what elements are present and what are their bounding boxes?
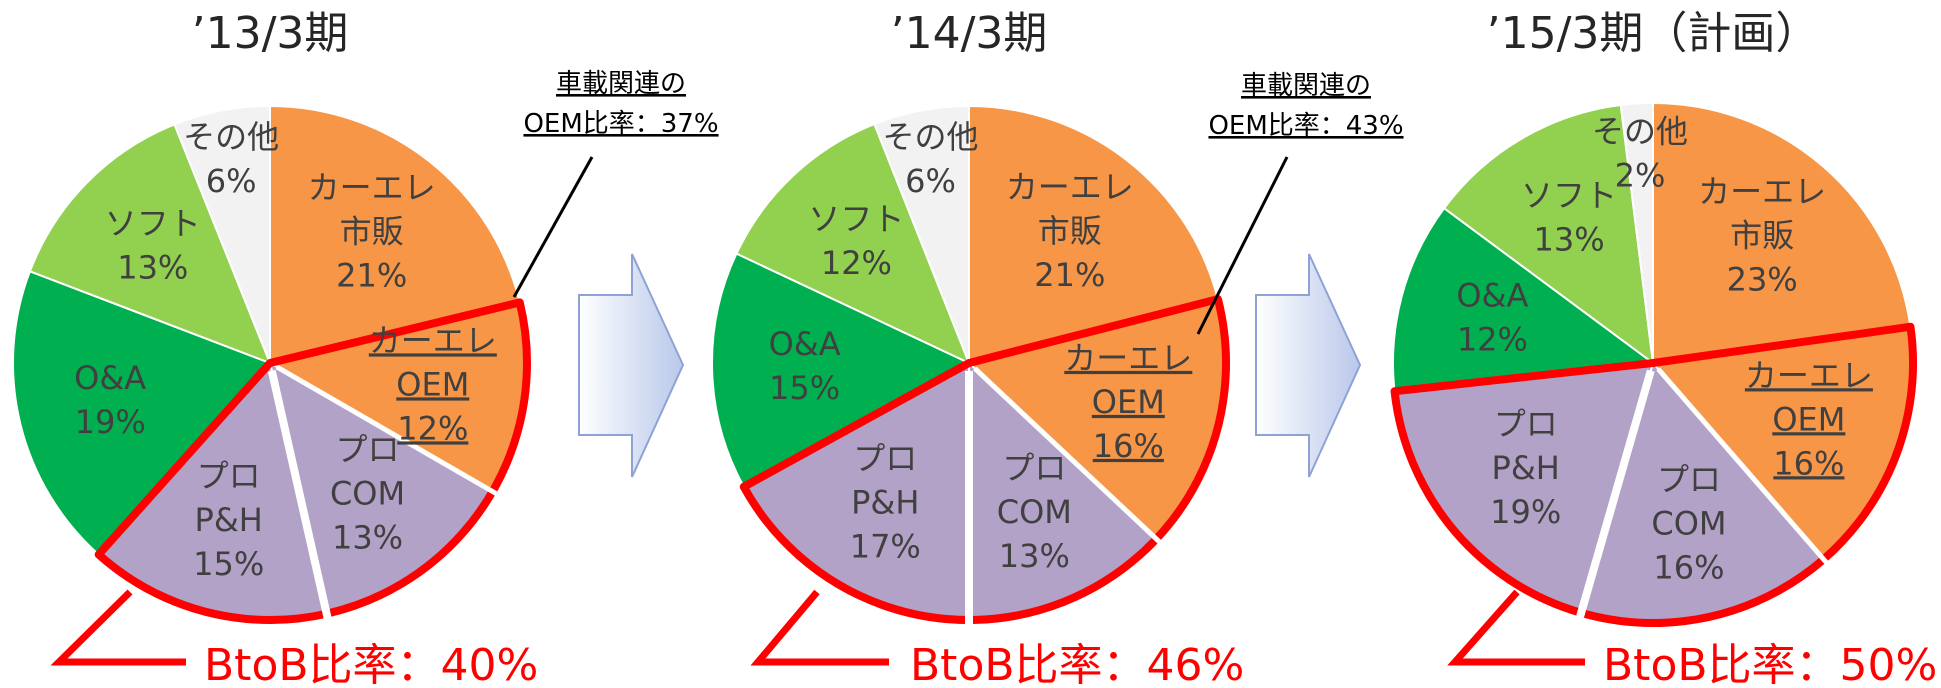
slice-value-label: 6%	[206, 162, 257, 200]
pie-slice	[1652, 101, 1912, 365]
slice-label: ソフト	[105, 205, 201, 243]
slice-value-label: 13%	[999, 537, 1070, 575]
highlight-outline	[739, 295, 1231, 624]
slice-value-label: 15%	[193, 545, 264, 583]
slice-label: プロ COM	[330, 430, 405, 512]
slice-label: カーエレ市販	[308, 169, 436, 251]
highlight-outline	[94, 298, 531, 624]
slice-label: プロ COM	[997, 449, 1072, 531]
chart-title: ’14/3期	[891, 8, 1048, 59]
pie-slice	[735, 122, 971, 365]
slice-label: プロ P&H	[195, 457, 263, 539]
slice-label: O&A	[1456, 277, 1528, 315]
slice-label: プロ COM	[1651, 460, 1726, 542]
slice-value-label: 15%	[769, 369, 840, 407]
callout-bracket	[750, 589, 889, 666]
callout-bracket	[50, 589, 186, 666]
pie-slice	[173, 104, 271, 364]
callout-bracket	[1447, 589, 1585, 666]
slice-value-label: 16%	[1773, 444, 1844, 482]
slice-label: カーエレ市販	[1006, 168, 1134, 250]
slice-label: その他	[183, 118, 279, 156]
pie-slice	[269, 104, 521, 365]
slice-label: カーエレ市販	[1698, 172, 1826, 254]
slice-value-label: 2%	[1615, 156, 1666, 194]
chart-title: ’15/3期（計画）	[1487, 8, 1820, 59]
slice-label: カーエレ OEM	[1064, 339, 1192, 421]
slice-value-label: 13%	[1533, 220, 1604, 258]
slice-value-label: 19%	[75, 403, 146, 441]
slice-value-label: 6%	[905, 162, 956, 200]
callout: BtoB比率：40%	[204, 640, 538, 688]
slice-value-label: 17%	[850, 528, 921, 566]
pie-slice	[28, 123, 272, 365]
slice-value-label: 13%	[117, 249, 188, 287]
slice-value-label: 13%	[332, 518, 403, 556]
slice-value-label: 12%	[821, 244, 892, 282]
arrow	[578, 253, 685, 478]
slice-value-label: 23%	[1727, 260, 1798, 298]
pie-slice	[711, 252, 972, 489]
slice-label: カーエレ OEM	[1745, 356, 1873, 438]
callout: BtoB比率：46%	[910, 640, 1244, 688]
callout: BtoB比率：50%	[1603, 640, 1937, 688]
slice-label: プロ P&H	[851, 440, 919, 522]
pie-slice	[1619, 101, 1654, 364]
slice-value-label: 19%	[1490, 493, 1561, 531]
slice-gap	[267, 369, 332, 621]
highlight-outline	[1390, 322, 1917, 627]
slice-label: ソフト	[808, 200, 904, 238]
slice-gap	[1656, 367, 1830, 566]
chart-title: ’13/3期	[192, 8, 349, 59]
slice-label: ソフト	[1521, 176, 1617, 214]
slice-label: O&A	[74, 359, 146, 397]
slice-label: O&A	[769, 325, 841, 363]
annotation-line	[1196, 156, 1289, 335]
slice-value-label: 12%	[397, 409, 468, 447]
slice-value-label: 21%	[336, 257, 407, 295]
annotation-line	[512, 156, 594, 298]
pie-slice	[873, 104, 970, 364]
slice-label: その他	[882, 118, 978, 156]
slice-label: プロ P&H	[1492, 405, 1560, 487]
slice-gap	[1575, 369, 1655, 620]
slice-gap	[973, 366, 1163, 545]
annotation: 車載関連の OEM比率：37%	[523, 69, 718, 139]
slice-value-label: 16%	[1653, 548, 1724, 586]
slice-value-label: 16%	[1093, 427, 1164, 465]
pie-slice	[968, 104, 1220, 365]
pie-slice	[12, 269, 272, 556]
pie-slice	[1392, 206, 1656, 393]
slice-gap	[275, 364, 500, 497]
slice-value-label: 21%	[1034, 256, 1105, 294]
slice-value-label: 12%	[1457, 321, 1528, 359]
arrow	[1255, 253, 1362, 478]
slice-label: カーエレ OEM	[369, 321, 497, 403]
slice-label: その他	[1592, 112, 1688, 150]
annotation: 車載関連の OEM比率：43%	[1208, 71, 1403, 141]
pie-slice	[1442, 103, 1655, 366]
